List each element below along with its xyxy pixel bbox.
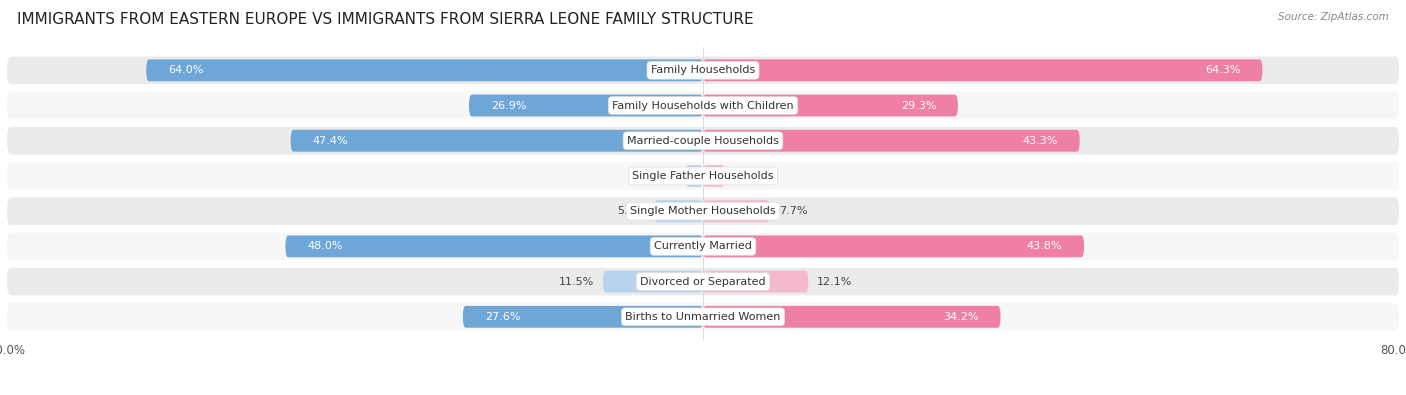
Text: 7.7%: 7.7% xyxy=(779,206,807,216)
Text: Source: ZipAtlas.com: Source: ZipAtlas.com xyxy=(1278,12,1389,22)
FancyBboxPatch shape xyxy=(470,94,703,117)
Text: 2.5%: 2.5% xyxy=(734,171,762,181)
Legend: Immigrants from Eastern Europe, Immigrants from Sierra Leone: Immigrants from Eastern Europe, Immigran… xyxy=(486,393,920,395)
FancyBboxPatch shape xyxy=(686,165,703,187)
Text: 5.6%: 5.6% xyxy=(617,206,645,216)
FancyBboxPatch shape xyxy=(7,198,1399,225)
Text: 26.9%: 26.9% xyxy=(491,100,526,111)
FancyBboxPatch shape xyxy=(703,165,724,187)
Text: Family Households with Children: Family Households with Children xyxy=(612,100,794,111)
Text: Family Households: Family Households xyxy=(651,65,755,75)
FancyBboxPatch shape xyxy=(703,271,808,293)
FancyBboxPatch shape xyxy=(654,200,703,222)
Text: 47.4%: 47.4% xyxy=(312,136,349,146)
FancyBboxPatch shape xyxy=(7,56,1399,84)
FancyBboxPatch shape xyxy=(7,303,1399,331)
Text: Single Father Households: Single Father Households xyxy=(633,171,773,181)
Text: 43.3%: 43.3% xyxy=(1022,136,1057,146)
Text: Currently Married: Currently Married xyxy=(654,241,752,251)
Text: 48.0%: 48.0% xyxy=(307,241,343,251)
FancyBboxPatch shape xyxy=(703,200,770,222)
FancyBboxPatch shape xyxy=(463,306,703,328)
Text: 12.1%: 12.1% xyxy=(817,276,852,287)
Text: 64.0%: 64.0% xyxy=(167,65,204,75)
Text: Married-couple Households: Married-couple Households xyxy=(627,136,779,146)
FancyBboxPatch shape xyxy=(146,59,703,81)
FancyBboxPatch shape xyxy=(703,94,957,117)
Text: 34.2%: 34.2% xyxy=(943,312,979,322)
Text: 11.5%: 11.5% xyxy=(560,276,595,287)
FancyBboxPatch shape xyxy=(703,59,1263,81)
Text: Divorced or Separated: Divorced or Separated xyxy=(640,276,766,287)
FancyBboxPatch shape xyxy=(7,92,1399,119)
FancyBboxPatch shape xyxy=(603,271,703,293)
FancyBboxPatch shape xyxy=(7,162,1399,190)
Text: 2.0%: 2.0% xyxy=(648,171,676,181)
Text: IMMIGRANTS FROM EASTERN EUROPE VS IMMIGRANTS FROM SIERRA LEONE FAMILY STRUCTURE: IMMIGRANTS FROM EASTERN EUROPE VS IMMIGR… xyxy=(17,12,754,27)
FancyBboxPatch shape xyxy=(7,233,1399,260)
Text: Births to Unmarried Women: Births to Unmarried Women xyxy=(626,312,780,322)
Text: 43.8%: 43.8% xyxy=(1026,241,1063,251)
Text: 27.6%: 27.6% xyxy=(485,312,520,322)
FancyBboxPatch shape xyxy=(703,235,1084,257)
FancyBboxPatch shape xyxy=(285,235,703,257)
Text: 29.3%: 29.3% xyxy=(901,100,936,111)
FancyBboxPatch shape xyxy=(7,127,1399,154)
FancyBboxPatch shape xyxy=(703,306,1001,328)
FancyBboxPatch shape xyxy=(703,130,1080,152)
FancyBboxPatch shape xyxy=(7,268,1399,295)
Text: 64.3%: 64.3% xyxy=(1205,65,1240,75)
FancyBboxPatch shape xyxy=(291,130,703,152)
Text: Single Mother Households: Single Mother Households xyxy=(630,206,776,216)
